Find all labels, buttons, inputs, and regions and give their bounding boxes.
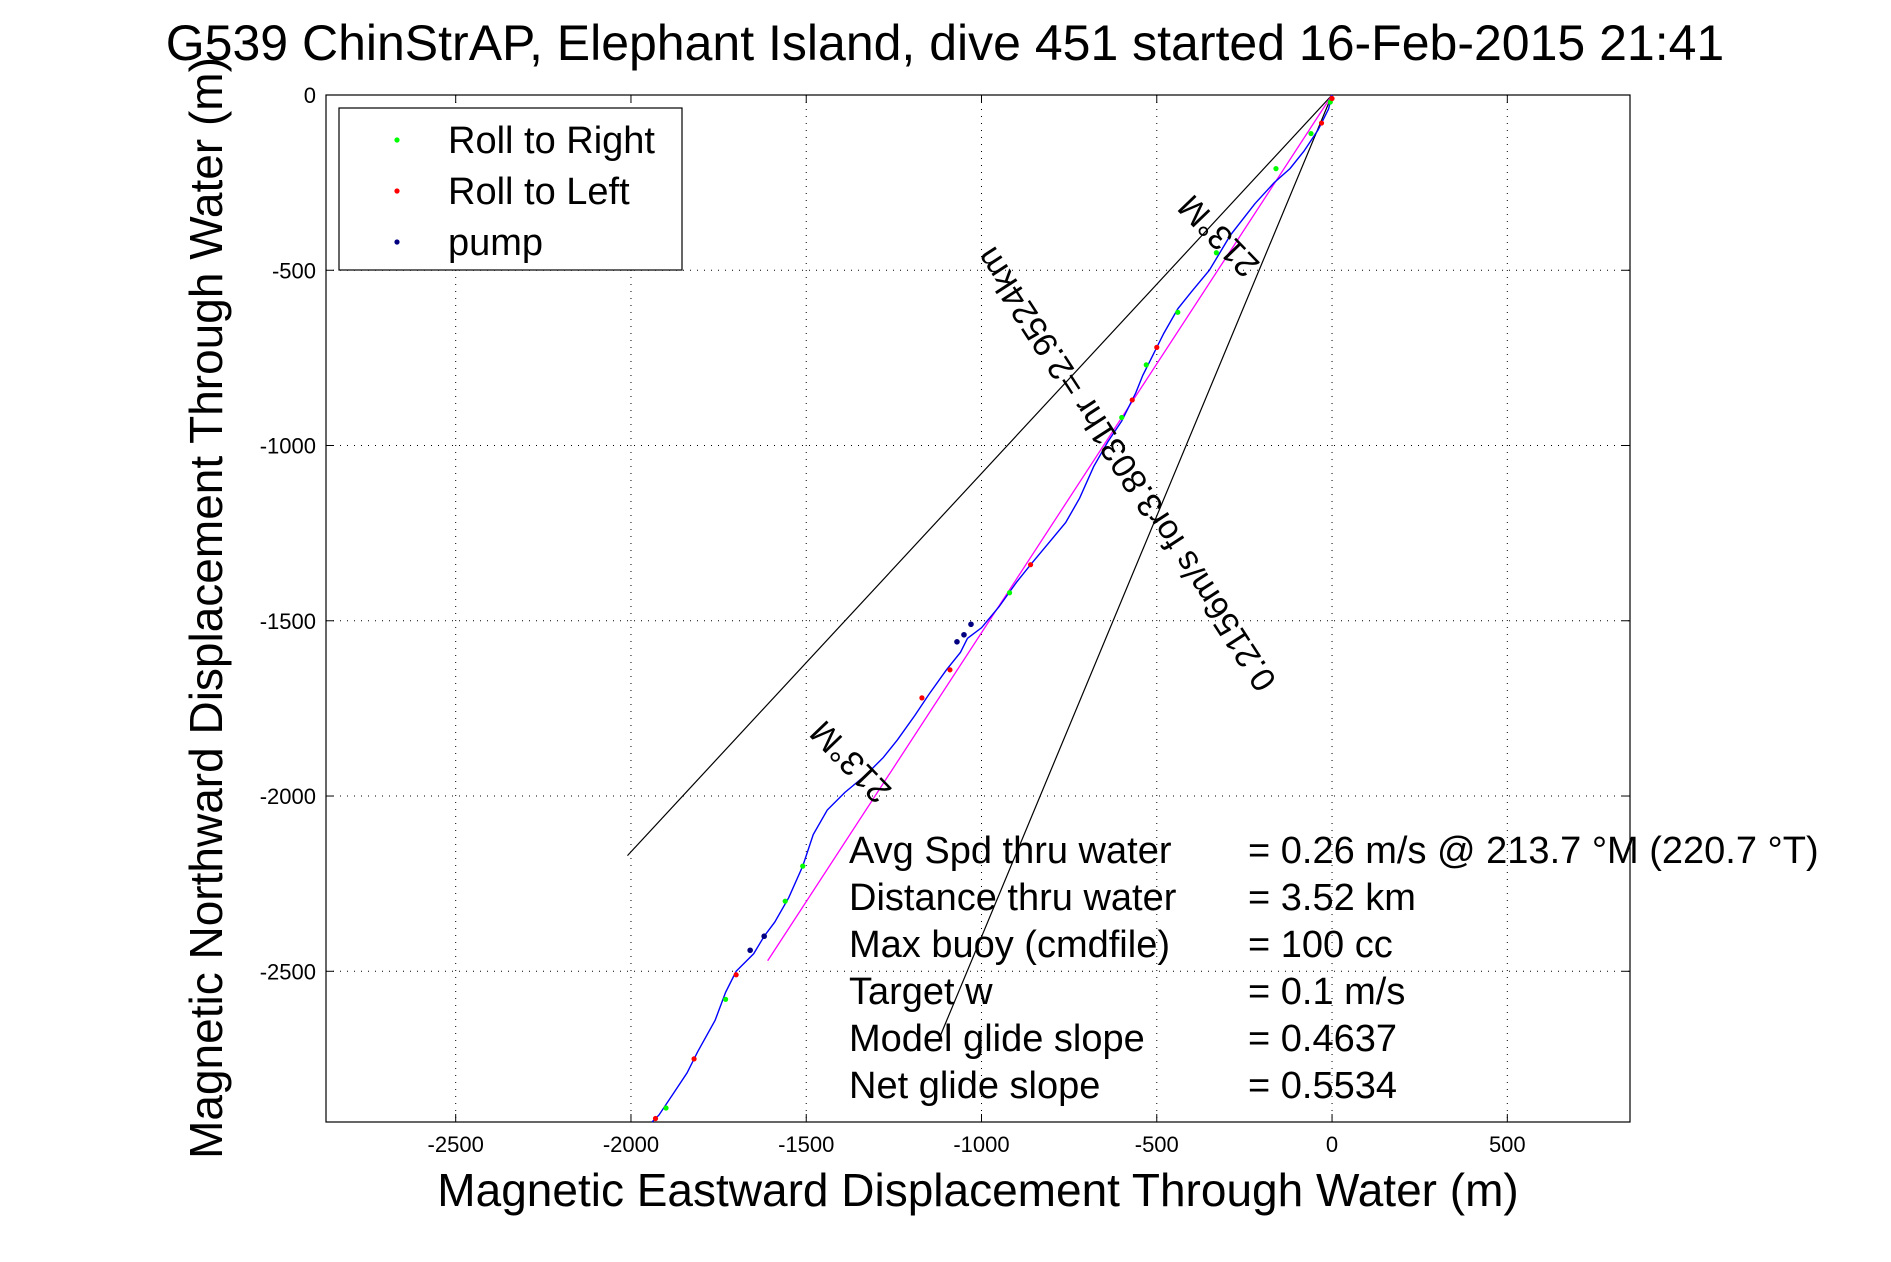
roll-left-point <box>919 695 925 701</box>
reference-line <box>938 94 1333 1039</box>
heading-label: 213°M <box>803 713 899 810</box>
x-tick-label: 500 <box>1489 1132 1526 1157</box>
roll-right-point <box>1175 309 1181 315</box>
pump-point <box>961 631 967 638</box>
annotation-label: Avg Spd thru water <box>849 830 1172 872</box>
pump-point <box>761 933 767 940</box>
annotation-value: = 3.52 km <box>1248 877 1416 919</box>
roll-right-point <box>663 1105 669 1111</box>
y-tick-label: 0 <box>304 83 316 108</box>
roll-right-point <box>782 898 788 904</box>
roll-right-point <box>1213 250 1219 256</box>
pump-point <box>747 947 753 954</box>
annotation-value: = 0.26 m/s @ 213.7 °M (220.7 °T) <box>1248 830 1819 872</box>
roll-markers <box>652 95 1335 1122</box>
tick-labels: -2500 -2000 -1500 -1000 -500 0 500 0 -500 -1000 -1… <box>260 83 1526 1157</box>
annotation-value: = 100 cc <box>1248 924 1393 966</box>
annotation-label: Distance thru water <box>849 877 1177 919</box>
annotation-label: Max buoy (cmdfile) <box>849 924 1170 966</box>
track-line <box>651 94 1333 1123</box>
roll-left-point <box>691 1056 697 1062</box>
heading-label: 213°M <box>1171 187 1267 284</box>
roll-right-point <box>1006 590 1013 596</box>
y-axis-label: Magnetic Northward Displacement Through … <box>180 57 232 1159</box>
speed-label: 0.2156m/s for3.8031hr =2.9524km <box>969 240 1284 697</box>
y-tick-label: -2000 <box>260 784 316 809</box>
x-tick-label: -1000 <box>953 1132 1009 1157</box>
reference-lines <box>627 94 1333 1039</box>
y-tick-label: -1000 <box>260 434 316 459</box>
roll-left-point <box>652 1115 659 1122</box>
x-tick-label: 0 <box>1326 1132 1338 1157</box>
reference-line <box>627 94 1333 857</box>
roll-left-point <box>1329 95 1335 102</box>
annotation-label: Model glide slope <box>849 1018 1145 1060</box>
y-tick-label: -500 <box>272 258 316 283</box>
x-tick-label: -1500 <box>778 1132 834 1157</box>
legend: Roll to Right Roll to Left pump <box>338 107 683 271</box>
roll-left-point <box>1027 562 1034 568</box>
x-axis-label: Magnetic Eastward Displacement Through W… <box>437 1164 1518 1216</box>
annotation-label: Net glide slope <box>849 1065 1100 1107</box>
legend-marker <box>394 188 400 194</box>
pump-point <box>954 638 960 645</box>
roll-left-point <box>1129 397 1135 403</box>
chart-title: G539 ChinStrAP, Elephant Island, dive 45… <box>166 15 1724 71</box>
roll-left-point <box>947 667 953 673</box>
annotation-label: Target w <box>849 971 993 1013</box>
legend-marker <box>394 239 400 245</box>
heading-line <box>767 94 1333 962</box>
dive-track <box>651 94 1333 1123</box>
roll-left-point <box>1154 344 1160 350</box>
pump-point <box>968 621 974 628</box>
annotations: Avg Spd thru water = 0.26 m/s @ 213.7 °M … <box>849 830 1819 1107</box>
plot-frame <box>325 94 1631 1123</box>
legend-label: Roll to Right <box>448 120 655 162</box>
annotation-value: = 0.5534 <box>1248 1065 1397 1107</box>
roll-left-point <box>1318 120 1325 126</box>
legend-marker <box>394 137 400 143</box>
legend-label: Roll to Left <box>448 171 630 213</box>
roll-right-point <box>1119 414 1125 421</box>
y-tick-label: -2500 <box>260 959 316 984</box>
roll-right-point <box>1273 166 1279 172</box>
roll-right-point <box>1143 362 1149 368</box>
x-tick-label: -2500 <box>428 1132 484 1157</box>
annotation-value: = 0.1 m/s <box>1248 971 1405 1013</box>
roll-right-point <box>1308 130 1314 137</box>
roll-right-point <box>800 863 806 869</box>
x-tick-label: -500 <box>1135 1132 1179 1157</box>
roll-left-point <box>733 972 739 978</box>
y-tick-label: -1500 <box>260 609 316 634</box>
legend-label: pump <box>448 222 543 264</box>
roll-right-point <box>723 996 729 1002</box>
x-tick-label: -2000 <box>603 1132 659 1157</box>
annotation-value: = 0.4637 <box>1248 1018 1397 1060</box>
